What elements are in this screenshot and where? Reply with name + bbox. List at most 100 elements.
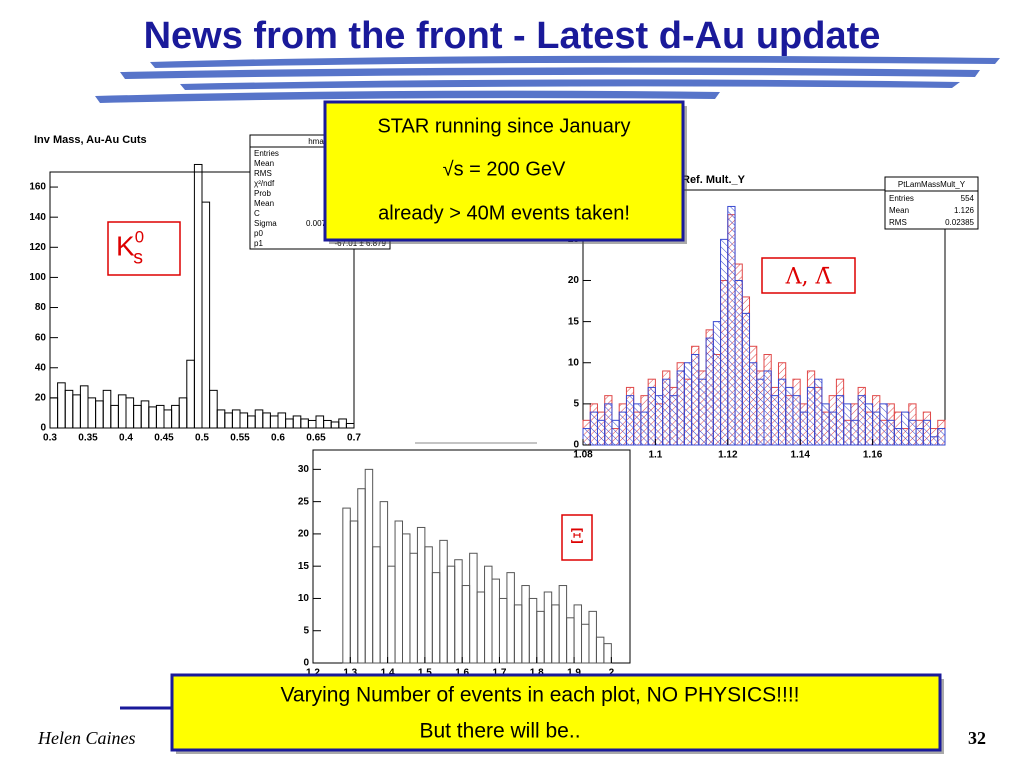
histogram-bin (604, 403, 613, 446)
x-tick-label: 1.16 (863, 450, 883, 461)
histogram-bin (908, 419, 917, 446)
box (323, 100, 685, 242)
x-tick-label: 1.3 (343, 668, 357, 679)
histogram-bin (850, 419, 859, 446)
histogram-bin (669, 395, 678, 446)
stats-label: p0 (254, 229, 263, 238)
stats-value: 554 (961, 194, 975, 203)
y-tick-label: 25 (298, 496, 310, 507)
stats-value: 0.02385 (945, 218, 974, 227)
histogram-bin (843, 403, 852, 446)
y-tick-label: 15 (298, 561, 310, 572)
histogram-bin (691, 354, 700, 446)
x-tick-label: 0.55 (230, 433, 250, 444)
histogram-bin (654, 395, 664, 446)
x-tick-label: 0.6 (271, 433, 285, 444)
histogram-bin (625, 395, 635, 446)
y-tick-label: 20 (298, 529, 310, 540)
stats-box (884, 176, 979, 230)
histogram-bin (741, 312, 751, 446)
label-box (561, 514, 593, 561)
slide-title: News from the front - Latest d-Au update (144, 15, 881, 57)
x-tick-label: 0.7 (347, 433, 361, 444)
y-tick-label: 30 (298, 464, 310, 475)
histogram-bin (582, 428, 591, 446)
x-tick-label: 0.5 (195, 433, 209, 444)
x-tick-label: 1.9 (567, 668, 581, 679)
label-box (107, 221, 181, 276)
y-tick-label: 80 (35, 302, 47, 313)
histogram-bin (662, 378, 671, 446)
histogram-bin (589, 411, 598, 446)
histogram-bin (705, 337, 714, 446)
histogram-bin (201, 201, 211, 429)
histogram-bin (633, 403, 642, 446)
x-tick-label: 1.2 (306, 668, 320, 679)
x-tick-label: 0.3 (43, 433, 57, 444)
histogram-bin (857, 395, 866, 446)
histogram-bin (937, 428, 946, 446)
x-tick-label: 0.4 (119, 433, 133, 444)
histogram-bin (922, 419, 932, 446)
stats-label: Mean (889, 206, 909, 215)
stats-label: Mean (254, 199, 274, 208)
info-box: STAR running since January √s = 200 GeV … (323, 100, 687, 244)
histogram-bin (864, 403, 874, 446)
info-line: STAR running since January (377, 115, 630, 137)
histogram-bin (209, 389, 218, 429)
histogram-bin (596, 419, 606, 446)
box (170, 673, 942, 752)
stats-name: hmass (308, 137, 332, 146)
histogram-bin (611, 419, 620, 446)
stats-label: Entries (889, 194, 914, 203)
x-tick-label: 1.8 (530, 668, 544, 679)
chart-title: Ref. Mult._Y (682, 174, 746, 186)
x-tick-label: 1.1 (648, 450, 662, 461)
label-part: 0 (135, 228, 144, 247)
histogram-bin (814, 378, 823, 446)
y-tick-label: 60 (35, 332, 47, 343)
histogram-bin (821, 403, 830, 446)
y-tick-label: 160 (29, 182, 46, 193)
y-tick-label: 20 (568, 275, 580, 286)
histogram: 1.081.11.121.141.160510152025Ref. Mult._… (568, 174, 979, 461)
note-line: Varying Number of events in each plot, N… (280, 684, 799, 707)
histogram-bin (756, 378, 765, 446)
histogram-bin (720, 238, 729, 446)
label-box (761, 257, 856, 294)
stats-label: Mean (254, 159, 274, 168)
particle-label: Ξ (570, 524, 584, 548)
y-tick-label: 0 (303, 658, 309, 669)
label-part: s (133, 247, 143, 269)
histogram-bin (770, 395, 779, 446)
charts: 0.3 0.35 0.4 0.45 0.5 0.55 0.6 0.65 0.7020406080… (29, 134, 979, 679)
stats-name: PtLamMassMult_Y (898, 180, 966, 189)
histogram-bin (835, 395, 845, 446)
x-tick-label: 1.4 (381, 668, 395, 679)
histogram-bin (915, 428, 924, 446)
info-line: √s = 200 GeV (443, 158, 566, 180)
x-tick-label: 1.7 (493, 668, 507, 679)
histogram-bin (901, 411, 910, 446)
histogram-bin (872, 411, 881, 446)
histogram-bin (785, 386, 794, 446)
histogram-bin (893, 428, 903, 446)
stats-label: C (254, 209, 260, 218)
x-tick-label: 1.12 (718, 450, 738, 461)
histogram-bin (777, 378, 787, 446)
stats-label: RMS (889, 218, 907, 227)
histogram-bin (879, 403, 888, 446)
histogram-bin (930, 436, 939, 446)
histogram-bin (603, 643, 612, 664)
histogram-bin (676, 370, 685, 446)
histogram-bin (640, 411, 649, 446)
histogram-bin (618, 411, 627, 446)
x-tick-label: 0.35 (78, 433, 98, 444)
stats-label: χ²/ndf (254, 179, 275, 188)
brush-strokes (95, 55, 1000, 103)
histogram-bin (806, 386, 816, 446)
y-tick-label: 15 (568, 316, 580, 327)
y-tick-label: 40 (35, 362, 47, 373)
x-tick-label: 2 (609, 668, 615, 679)
